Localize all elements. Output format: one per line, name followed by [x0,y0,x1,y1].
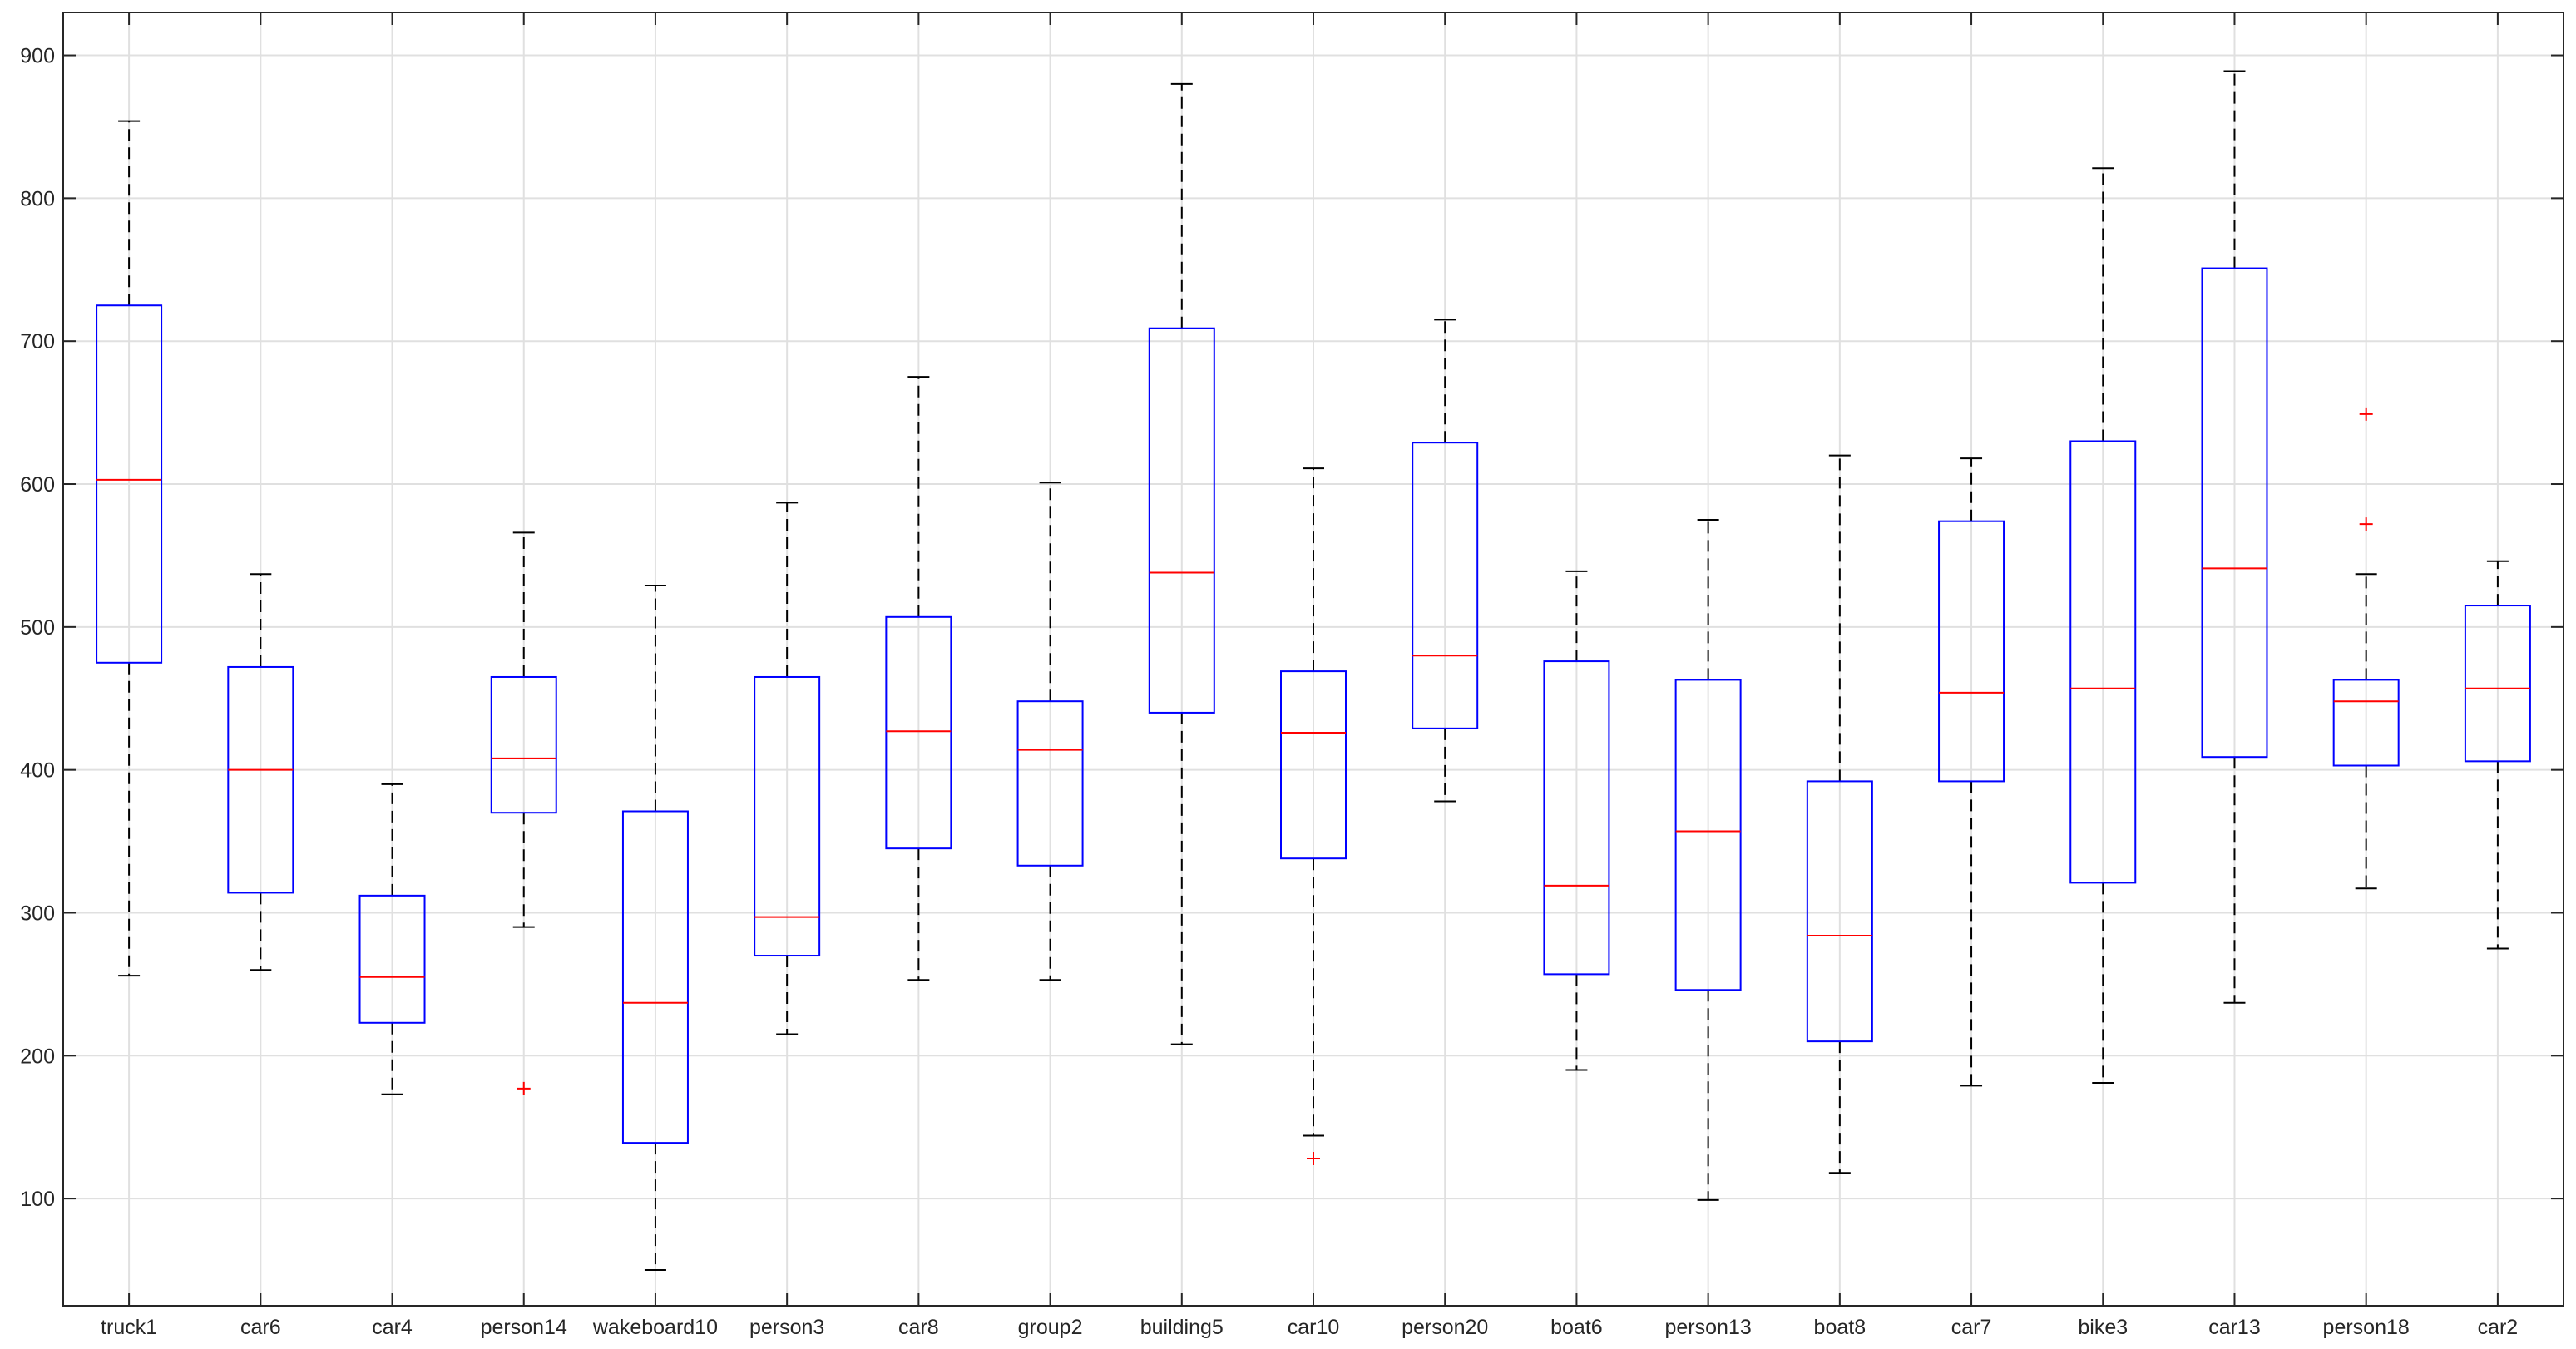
x-tick-label-wakeboard10: wakeboard10 [592,1316,718,1339]
box-person13 [1674,518,1742,1201]
axis-ticks: 100 200 300 400 500 600 700 800 900 truck1 car6 car… [20,12,2564,1339]
y-tick-label: 800 [20,187,55,210]
box-person18 [2332,407,2400,890]
outlier-marker [1307,1152,1320,1166]
x-tick-label-bike3: bike3 [2078,1316,2128,1339]
box-boat8 [1806,454,1873,1174]
box-wakeboard10 [621,585,689,1272]
x-tick-label-boat6: boat6 [1550,1316,1603,1339]
outlier-marker [2359,517,2373,531]
box-person20 [1412,319,1479,803]
iqr-box [754,675,821,957]
box-car4 [358,783,426,1095]
box-boat6 [1543,570,1610,1071]
y-tick-label: 100 [20,1188,55,1211]
x-tick-label-person3: person3 [749,1316,824,1339]
box-person14 [490,531,557,1095]
y-tick-label: 300 [20,902,55,925]
y-tick-label: 200 [20,1045,55,1068]
iqr-box [96,304,163,664]
box-building5 [1148,82,1215,1045]
x-tick-label-boat8: boat8 [1814,1316,1866,1339]
x-tick-label-person20: person20 [1402,1316,1488,1339]
y-tick-label: 400 [20,759,55,783]
iqr-box [1674,679,1742,991]
outlier-marker [517,1081,531,1095]
box-person3 [754,502,821,1035]
x-tick-label-truck1: truck1 [101,1316,157,1339]
x-tick-label-person14: person14 [481,1316,567,1339]
iqr-box [227,665,294,894]
iqr-box [490,675,557,814]
box-car2 [2464,560,2531,950]
x-tick-label-car7: car7 [1951,1316,1992,1339]
iqr-box [1806,780,1873,1043]
iqr-box [1412,442,1479,729]
iqr-box [621,810,689,1144]
outlier-marker [2359,407,2373,421]
iqr-box [1280,670,1347,860]
x-tick-label-car13: car13 [2208,1316,2261,1339]
x-tick-label-car4: car4 [372,1316,413,1339]
x-tick-label-car8: car8 [898,1316,939,1339]
y-tick-label: 500 [20,616,55,640]
y-tick-label: 900 [20,45,55,68]
iqr-box [2201,267,2268,759]
y-tick-label: 600 [20,473,55,497]
iqr-box [358,894,426,1024]
iqr-box [2069,440,2137,884]
x-tick-label-person13: person13 [1665,1316,1752,1339]
boxes [96,70,2531,1272]
x-tick-label-building5: building5 [1140,1316,1224,1339]
y-tick-label: 700 [20,330,55,353]
box-group2 [1016,482,1084,981]
x-tick-label-car6: car6 [240,1316,281,1339]
iqr-box [885,615,952,850]
box-car13 [2201,70,2268,1004]
box-truck1 [96,120,163,977]
iqr-box [1148,327,1215,714]
iqr-box [1016,700,1084,867]
box-car6 [227,573,294,971]
box-car8 [885,376,952,981]
x-tick-label-car10: car10 [1288,1316,1340,1339]
iqr-box [2332,679,2400,767]
iqr-box [1543,660,1610,976]
x-tick-label-person18: person18 [2323,1316,2410,1339]
iqr-box [1938,520,2005,783]
box-car10 [1280,467,1347,1166]
box-bike3 [2069,167,2137,1084]
x-tick-label-group2: group2 [1018,1316,1083,1339]
iqr-box [2464,605,2531,763]
x-tick-label-car2: car2 [2478,1316,2519,1339]
box-car7 [1938,457,2005,1087]
